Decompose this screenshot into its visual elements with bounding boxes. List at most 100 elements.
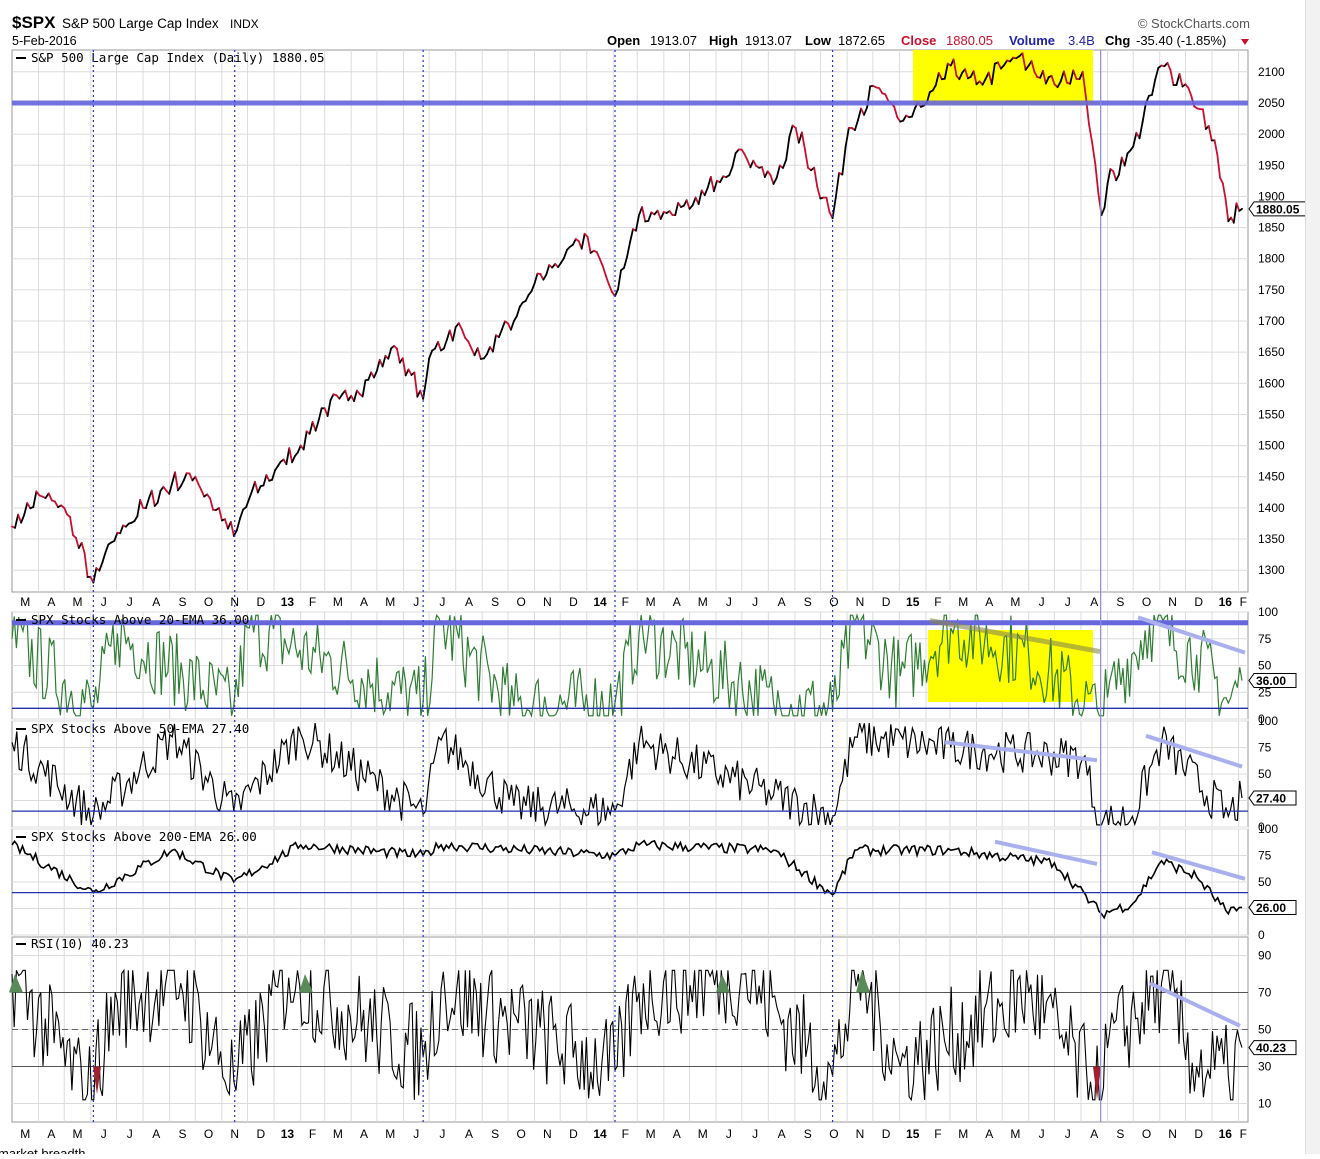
y-tick-label: 2050 [1258,96,1285,110]
exchange: INDX [230,17,259,31]
x-tick-label: D [256,1127,265,1141]
x-tick-label: J [439,1127,445,1141]
open-value: 1913.07 [650,33,697,48]
y-tick-label: 10 [1258,1097,1272,1111]
x-tick-label: F [309,595,316,609]
y-tick-label: 1800 [1258,252,1285,266]
x-tick-label: A [152,595,160,609]
x-tick-label: 16 [1219,1127,1233,1141]
chg-label: Chg [1105,33,1130,48]
y-tick-label: 70 [1258,986,1272,1000]
x-tick-label: N [856,1127,865,1141]
panel-title: SPX Stocks Above 200-EMA 26.00 [31,829,257,844]
x-tick-label: D [569,1127,578,1141]
close-label: Close [901,33,936,48]
x-tick-label: J [1039,1127,1045,1141]
x-tick-label: J [726,1127,732,1141]
x-tick-label: A [465,1127,473,1141]
x-tick-label: A [360,1127,368,1141]
x-tick-label: A [152,1127,160,1141]
y-tick-label: 1600 [1258,376,1285,390]
y-tick-label: 50 [1258,1023,1272,1037]
x-tick-label: A [47,1127,55,1141]
x-tick-label: M [698,595,708,609]
volume-label: Volume [1009,33,1055,48]
y-tick-label: 0 [1258,928,1265,942]
y-tick-label: 75 [1258,849,1272,863]
x-tick-label: N [230,1127,239,1141]
y-tick-label: 1450 [1258,470,1285,484]
x-tick-label: F [934,595,941,609]
x-tick-label: M [1010,595,1020,609]
open-label: Open [607,33,640,48]
x-tick-label: J [752,595,758,609]
scrollbar[interactable] [1305,0,1320,1154]
y-tick-label: 1850 [1258,221,1285,235]
x-tick-label: S [178,595,186,609]
y-tick-label: 50 [1258,875,1272,889]
x-tick-label: A [673,595,681,609]
x-tick-label: A [985,595,993,609]
x-tick-label: S [804,595,812,609]
panel-title: RSI(10) 40.23 [31,936,129,951]
x-tick-label: O [517,595,526,609]
y-tick-label: 1900 [1258,189,1285,203]
x-tick-label: D [882,1127,891,1141]
x-tick-label: J [1065,595,1071,609]
value-badge-text: 40.23 [1256,1041,1286,1055]
y-tick-label: 1700 [1258,314,1285,328]
x-tick-label: F [309,1127,316,1141]
y-tick-label: 2100 [1258,65,1285,79]
x-tick-label: M [20,1127,30,1141]
value-badge-text: 1880.05 [1256,202,1300,216]
x-tick-label: D [1194,1127,1203,1141]
high-label: High [709,33,738,48]
y-tick-label: 1350 [1258,532,1285,546]
x-tick-label: F [934,1127,941,1141]
panel-title: S&P 500 Large Cap Index (Daily) 1880.05 [31,50,325,65]
x-tick-label: J [127,1127,133,1141]
low-value: 1872.65 [838,33,885,48]
x-tick-label: J [101,1127,107,1141]
x-tick-label: N [230,595,239,609]
x-tick-label: N [856,595,865,609]
x-tick-label: M [385,1127,395,1141]
y-tick-label: 1300 [1258,563,1285,577]
y-tick-label: 90 [1258,949,1272,963]
y-tick-label: 100 [1258,714,1278,728]
x-tick-label: M [385,595,395,609]
x-tick-label: F [622,595,629,609]
x-tick-label: M [1010,1127,1020,1141]
x-tick-label: O [829,595,838,609]
value-badge-text: 26.00 [1256,901,1286,915]
volume-value: 3.4B [1068,33,1095,48]
symbol: $SPX [12,13,56,32]
x-tick-label: M [958,1127,968,1141]
x-tick-label: M [698,1127,708,1141]
x-tick-label: D [256,595,265,609]
y-tick-label: 1650 [1258,345,1285,359]
x-tick-label: M [646,595,656,609]
x-tick-label: D [569,595,578,609]
source-watermark: © StockCharts.com [1138,16,1250,31]
x-tick-label: A [985,1127,993,1141]
x-tick-label: N [543,1127,552,1141]
footer-caption: market breadth [0,1146,85,1154]
y-tick-label: 2000 [1258,127,1285,141]
x-tick-label: J [101,595,107,609]
x-tick-label: A [465,595,473,609]
y-tick-label: 1950 [1258,158,1285,172]
y-tick-label: 50 [1258,767,1272,781]
x-tick-label: O [829,1127,838,1141]
x-tick-label: N [543,595,552,609]
x-tick-label: J [752,1127,758,1141]
x-tick-label: M [958,595,968,609]
x-tick-label: A [1090,1127,1098,1141]
y-tick-label: 1750 [1258,283,1285,297]
chg-value: -35.40 (-1.85%) [1136,33,1226,48]
panel-1: 1300135014001450150015501600165017001750… [12,50,1312,592]
panel-title: SPX Stocks Above 50-EMA 27.40 [31,721,249,736]
y-tick-label: 30 [1258,1060,1272,1074]
